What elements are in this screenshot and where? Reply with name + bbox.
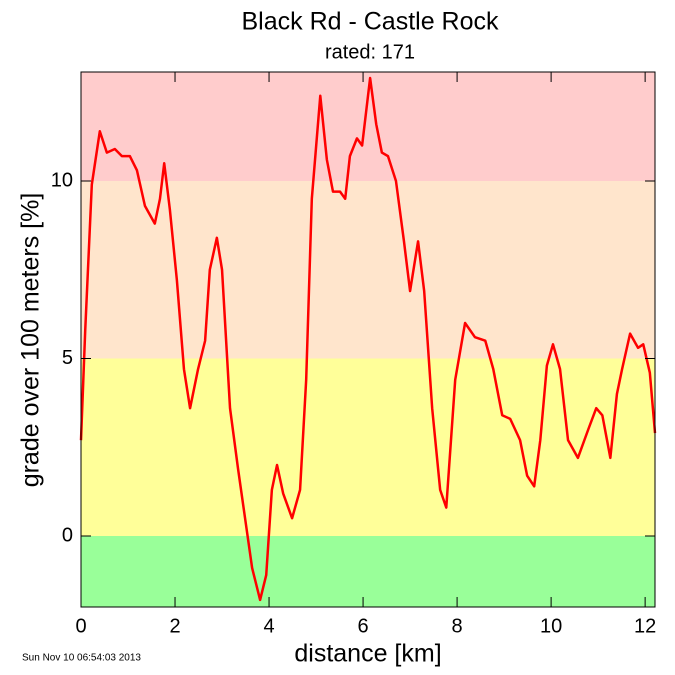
chart-title: Black Rd - Castle Rock bbox=[241, 8, 499, 36]
y-axis-label: grade over 100 meters [%] bbox=[17, 193, 45, 488]
grade-band bbox=[81, 180, 655, 359]
x-tick-label: 8 bbox=[452, 615, 463, 637]
x-tick-label: 12 bbox=[634, 615, 656, 637]
y-tick-label: 10 bbox=[51, 169, 73, 191]
grade-band bbox=[81, 535, 655, 607]
x-tick-label: 0 bbox=[75, 615, 86, 637]
x-tick-label: 10 bbox=[540, 615, 562, 637]
x-tick-label: 4 bbox=[263, 615, 274, 637]
x-tick-label: 6 bbox=[358, 615, 369, 637]
timestamp: Sun Nov 10 06:54:03 2013 bbox=[22, 653, 141, 664]
chart-subtitle: rated: 171 bbox=[325, 41, 415, 63]
x-tick-label: 2 bbox=[169, 615, 180, 637]
plot-frame bbox=[80, 71, 656, 608]
y-tick-label: 0 bbox=[62, 524, 73, 546]
x-axis-label: distance [km] bbox=[294, 640, 441, 668]
grade-band bbox=[81, 358, 655, 536]
y-tick-label: 5 bbox=[62, 347, 73, 369]
grade-line bbox=[79, 76, 657, 602]
